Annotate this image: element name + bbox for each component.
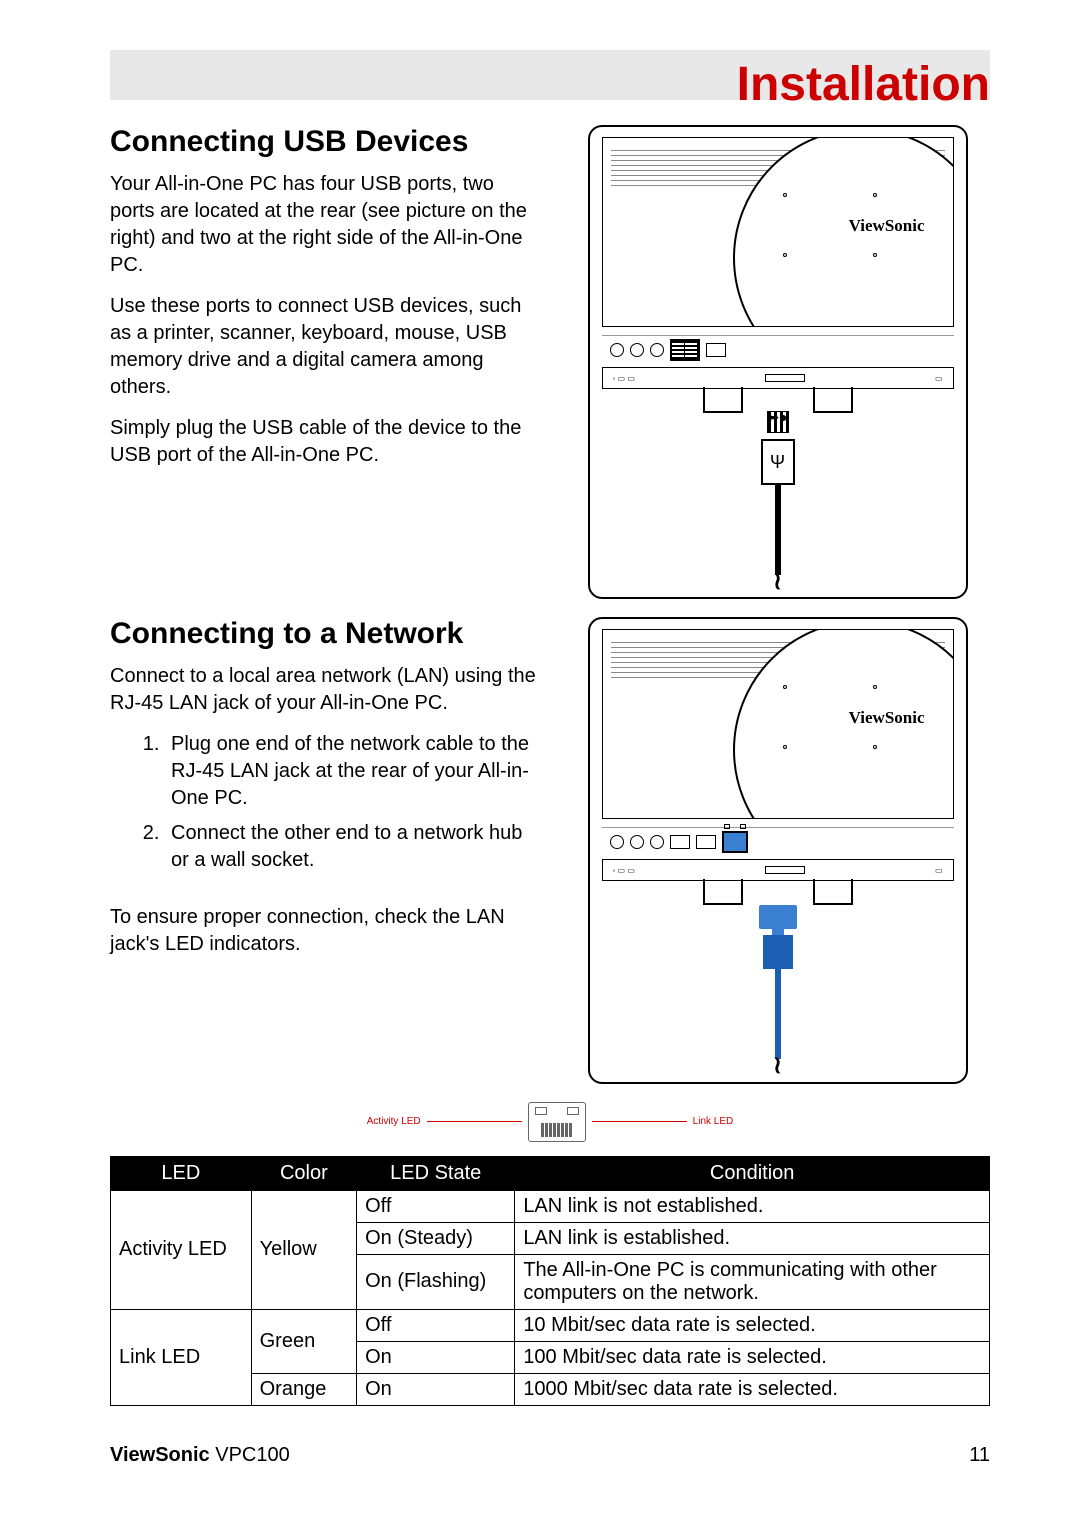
network-step-1: Plug one end of the network cable to the… xyxy=(165,731,540,812)
rj45-plug-icon xyxy=(763,935,793,969)
cell-color: Yellow xyxy=(251,1190,356,1309)
usb-paragraph-2: Use these ports to connect USB devices, … xyxy=(110,293,540,401)
table-row: Link LED Green Off 10 Mbit/sec data rate… xyxy=(111,1309,990,1341)
table-header-row: LED Color LED State Condition xyxy=(111,1156,990,1190)
th-state: LED State xyxy=(357,1156,515,1190)
cell-condition: LAN link is established. xyxy=(515,1222,990,1254)
network-paragraph-2: To ensure proper connection, check the L… xyxy=(110,904,540,958)
link-led-label: Link LED xyxy=(693,1116,734,1127)
usb-paragraph-1: Your All-in-One PC has four USB ports, t… xyxy=(110,171,540,279)
cell-condition: LAN link is not established. xyxy=(515,1190,990,1222)
network-illustration: ViewSonic ◦ ▭ ▭▭ ≀ xyxy=(565,617,990,1083)
th-condition: Condition xyxy=(515,1156,990,1190)
usb-paragraph-3: Simply plug the USB cable of the device … xyxy=(110,415,540,469)
network-steps-list: Plug one end of the network cable to the… xyxy=(165,731,540,874)
table-row: Activity LED Yellow Off LAN link is not … xyxy=(111,1190,990,1222)
usb-text-column: Connecting USB Devices Your All-in-One P… xyxy=(110,125,540,599)
network-heading: Connecting to a Network xyxy=(110,617,540,651)
rj45-jack-icon xyxy=(528,1102,586,1142)
network-paragraph-1: Connect to a local area network (LAN) us… xyxy=(110,663,540,717)
usb-plug-icon: Ψ xyxy=(761,439,795,485)
device-rear-usb: ViewSonic ◦ ▭ ▭▭ ⬌● Ψ ≀ xyxy=(588,125,968,599)
network-section: Connecting to a Network Connect to a loc… xyxy=(110,617,990,1083)
cell-color: Orange xyxy=(251,1373,356,1405)
chapter-header: Installation xyxy=(110,50,990,100)
chapter-title: Installation xyxy=(737,57,990,112)
footer-product: ViewSonic VPC100 xyxy=(110,1444,290,1467)
usb-section: Connecting USB Devices Your All-in-One P… xyxy=(110,125,990,599)
cable-continuation-icon: ≀ xyxy=(773,1059,782,1073)
cell-state: Off xyxy=(357,1309,515,1341)
rj45-led-diagram: Activity LED Link LED xyxy=(110,1102,990,1142)
usb-heading: Connecting USB Devices xyxy=(110,125,540,159)
device-brand-label: ViewSonic xyxy=(849,216,925,236)
lan-port-icon xyxy=(722,831,748,853)
activity-led-label: Activity LED xyxy=(367,1116,421,1127)
cell-state: On (Flashing) xyxy=(357,1254,515,1309)
cell-condition: 10 Mbit/sec data rate is selected. xyxy=(515,1309,990,1341)
device-brand-label: ViewSonic xyxy=(849,708,925,728)
usb-symbol-icon: ⬌● xyxy=(767,409,787,426)
network-text-column: Connecting to a Network Connect to a loc… xyxy=(110,617,540,1083)
led-indicator-table: LED Color LED State Condition Activity L… xyxy=(110,1156,990,1406)
cell-state: Off xyxy=(357,1190,515,1222)
page-number: 11 xyxy=(969,1444,990,1467)
cell-state: On xyxy=(357,1373,515,1405)
cell-condition: The All-in-One PC is communicating with … xyxy=(515,1254,990,1309)
cell-state: On (Steady) xyxy=(357,1222,515,1254)
cell-condition: 1000 Mbit/sec data rate is selected. xyxy=(515,1373,990,1405)
footer-brand: ViewSonic xyxy=(110,1444,210,1466)
page-footer: ViewSonic VPC100 11 xyxy=(110,1444,990,1467)
device-rear-lan: ViewSonic ◦ ▭ ▭▭ ≀ xyxy=(588,617,968,1083)
cell-state: On xyxy=(357,1341,515,1373)
cell-led: Link LED xyxy=(111,1309,252,1405)
cell-led: Activity LED xyxy=(111,1190,252,1309)
cell-color: Green xyxy=(251,1309,356,1373)
th-color: Color xyxy=(251,1156,356,1190)
usb-illustration: ViewSonic ◦ ▭ ▭▭ ⬌● Ψ ≀ xyxy=(565,125,990,599)
usb-ports-icon xyxy=(670,339,700,361)
cell-condition: 100 Mbit/sec data rate is selected. xyxy=(515,1341,990,1373)
cable-continuation-icon: ≀ xyxy=(773,575,782,589)
network-step-2: Connect the other end to a network hub o… xyxy=(165,820,540,874)
th-led: LED xyxy=(111,1156,252,1190)
footer-model: VPC100 xyxy=(215,1444,290,1466)
